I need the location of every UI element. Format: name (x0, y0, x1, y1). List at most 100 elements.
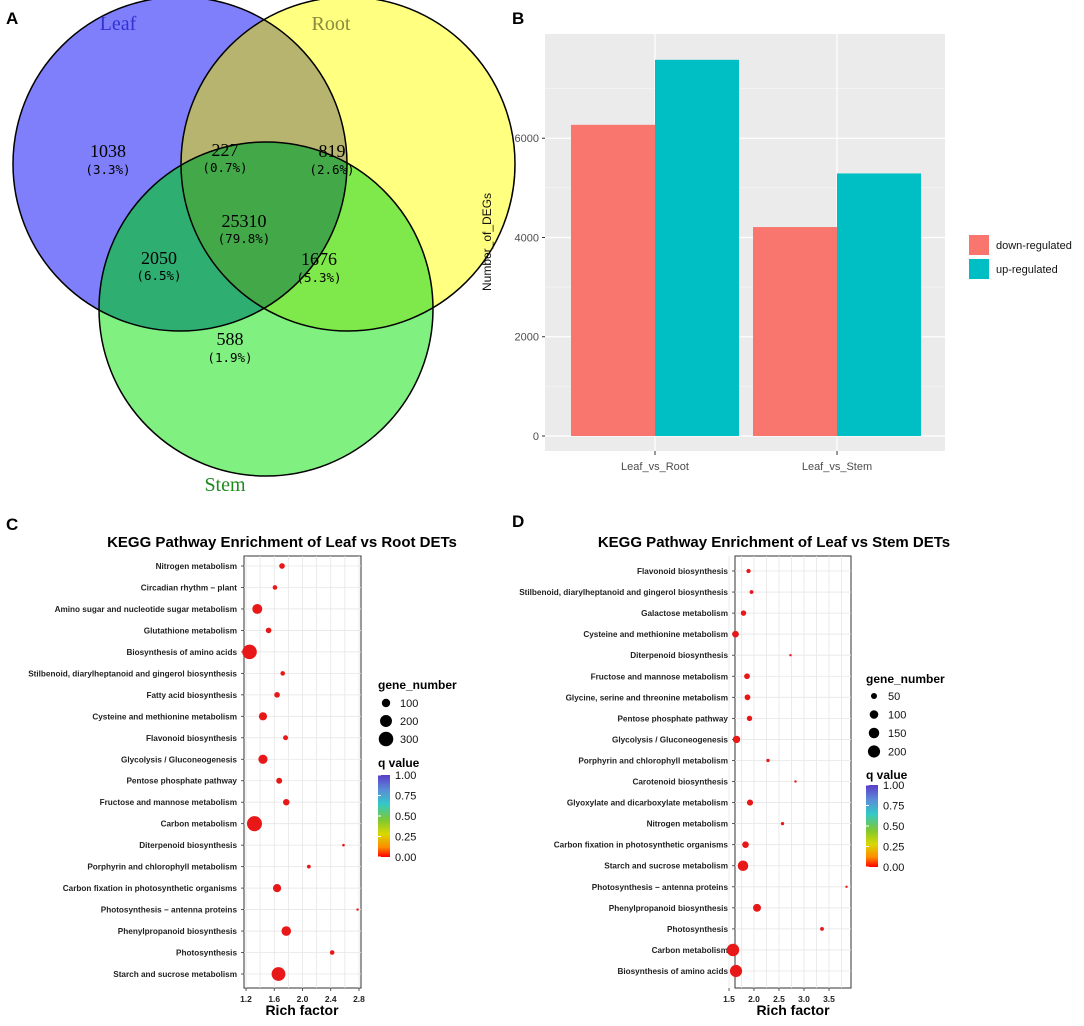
kegg-size-legend-dot (869, 710, 879, 719)
kegg-x-tick-label: 1.6 (268, 994, 280, 1004)
kegg-colorbar-label: 0.00 (883, 862, 904, 874)
kegg-c-x-axis-title: Rich factor (265, 1002, 339, 1018)
kegg-pathway-label: Carbon fixation in photosynthetic organi… (554, 841, 729, 850)
kegg-pathway-label: Biosynthesis of amino acids (126, 648, 237, 657)
venn-count-root-stem: 1676 (301, 249, 337, 269)
kegg-dot (276, 777, 283, 784)
venn-set-label-root: Root (312, 13, 351, 35)
venn-pct-all-three: (79.8%) (218, 231, 271, 246)
kegg-pathway-label: Galactose metabolism (641, 609, 728, 618)
kegg-size-legend-label: 100 (400, 698, 418, 710)
bar-y-axis-title: Number_of_DEGs (480, 193, 494, 291)
kegg-pathway-label: Glycine, serine and threonine metabolism (566, 693, 728, 702)
venn-count-leaf-stem: 2050 (141, 248, 177, 268)
bar-y-tick-label: 0 (533, 431, 539, 443)
kegg-x-tick-label: 3.5 (823, 994, 835, 1004)
panel-label-c: C (6, 515, 18, 534)
kegg-dot (749, 590, 754, 594)
kegg-c-dots (242, 563, 359, 981)
kegg-pathway-label: Pentose phosphate pathway (617, 714, 728, 723)
kegg-pathway-label: Starch and sucrose metabolism (113, 970, 237, 979)
kegg-dot (737, 860, 749, 872)
kegg-dot (746, 568, 751, 574)
kegg-pathway-label: Carotenoid biosynthesis (632, 778, 728, 787)
kegg-dot (356, 908, 359, 911)
venn-pct-leaf-stem: (6.5%) (136, 268, 181, 283)
kegg-dot (280, 671, 286, 676)
venn-count-leaf-root: 227 (212, 140, 239, 160)
kegg-colorbar-label: 0.75 (883, 801, 904, 813)
kegg-d-size-legend: gene_number 50 100 150 200 (866, 672, 945, 759)
bar-x-tick-label: Leaf_vs_Stem (802, 461, 872, 473)
kegg-c-color-legend-title: q value (378, 756, 420, 770)
kegg-pathway-label: Phenylpropanoid biosynthesis (118, 927, 238, 936)
kegg-colorbar-label: 1.00 (883, 780, 904, 792)
kegg-d-title: KEGG Pathway Enrichment of Leaf vs Stem … (598, 534, 950, 551)
kegg-pathway-label: Amino sugar and nucleotide sugar metabol… (55, 605, 237, 614)
kegg-colorbar-label: 1.00 (395, 770, 416, 782)
kegg-pathway-label: Fructose and mannose metabolism (100, 798, 237, 807)
venn-set-label-leaf: Leaf (100, 13, 137, 35)
kegg-pathway-label: Porphyrin and chlorophyll metabolism (87, 863, 237, 872)
kegg-pathway-label: Nitrogen metabolism (156, 562, 237, 571)
kegg-pathway-label: Phenylpropanoid biosynthesis (609, 904, 729, 913)
kegg-pathway-label: Glutathione metabolism (144, 626, 237, 635)
venn-root-outline (180, 0, 516, 332)
kegg-size-legend-label: 300 (400, 734, 418, 746)
kegg-c-color-legend: q value 1.00 0.75 0.50 0.25 0.00 (378, 756, 420, 864)
kegg-pathway-label: Biosynthesis of amino acids (617, 967, 728, 976)
kegg-x-tick-label: 2.5 (773, 994, 785, 1004)
kegg-pathway-label: Glyoxylate and dicarboxylate metabolism (567, 799, 728, 808)
kegg-dot (242, 644, 257, 660)
kegg-pathway-label: Starch and sucrose metabolism (604, 862, 728, 871)
kegg-dot (252, 603, 263, 614)
kegg-dot (726, 943, 740, 957)
kegg-d-size-legend-title: gene_number (866, 672, 945, 686)
kegg-pathway-label: Glycolysis / Gluconeogenesis (121, 755, 237, 764)
kegg-pathway-label: Porphyrin and chlorophyll metabolism (578, 756, 728, 765)
bar-y-tick-label: 6000 (515, 133, 539, 145)
venn-set-label-stem: Stem (204, 474, 246, 496)
kegg-c-x-axis: 1.2 1.6 2.0 2.4 2.8 (240, 988, 365, 1004)
kegg-dot (740, 610, 747, 616)
kegg-d-color-legend: q value 1.00 0.75 0.50 0.25 0.00 (866, 768, 908, 874)
kegg-dot (744, 694, 751, 701)
venn-count-leaf-only: 1038 (90, 141, 126, 161)
kegg-dot (820, 926, 824, 931)
kegg-pathway-label: Pentose phosphate pathway (126, 777, 237, 786)
kegg-dot (746, 715, 753, 722)
kegg-size-legend-dot (381, 698, 391, 708)
kegg-colorbar-label: 0.00 (395, 852, 416, 864)
kegg-pathway-label: Glycolysis / Gluconeogenesis (612, 735, 728, 744)
kegg-dot (272, 585, 278, 590)
kegg-c-gridlines (244, 556, 361, 988)
kegg-dot (306, 864, 311, 869)
kegg-d-dots (726, 568, 848, 978)
kegg-size-legend-label: 150 (888, 728, 906, 740)
venn-count-all-three: 25310 (222, 211, 267, 231)
kegg-pathway-label: Cysteine and methionine metabolism (92, 712, 237, 721)
kegg-scatter-leaf-vs-stem: KEGG Pathway Enrichment of Leaf vs Stem … (519, 534, 950, 1018)
kegg-x-tick-label: 2.0 (748, 994, 760, 1004)
kegg-dot (246, 816, 262, 832)
bar-series (571, 59, 921, 437)
kegg-pathway-label: Fructose and mannose metabolism (591, 672, 728, 681)
kegg-pathway-label: Photosynthesis − antenna proteins (101, 906, 238, 915)
kegg-dot (753, 903, 761, 912)
kegg-dot (281, 926, 292, 936)
kegg-pathway-label: Carbon metabolism (652, 946, 728, 955)
venn-stem-outline (98, 141, 434, 477)
venn-pct-stem-only: (1.9%) (207, 350, 252, 365)
kegg-dot (744, 673, 750, 680)
kegg-c-pathway-labels: Nitrogen metabolism Circadian rhythm − pl… (28, 562, 244, 979)
kegg-dot (283, 798, 290, 806)
kegg-dot (283, 735, 289, 741)
kegg-d-x-axis-title: Rich factor (756, 1002, 830, 1018)
kegg-dot (271, 967, 286, 981)
kegg-dot (732, 735, 741, 744)
kegg-x-tick-label: 1.5 (723, 994, 735, 1004)
bar-chart: 0 2000 4000 6000 Leaf_vs_Root Leaf_vs_Stem Nu… (480, 34, 1072, 473)
kegg-d-color-legend-title: q value (866, 768, 908, 782)
kegg-size-legend-dot (380, 715, 392, 727)
kegg-pathway-label: Cysteine and methionine metabolism (583, 630, 728, 639)
